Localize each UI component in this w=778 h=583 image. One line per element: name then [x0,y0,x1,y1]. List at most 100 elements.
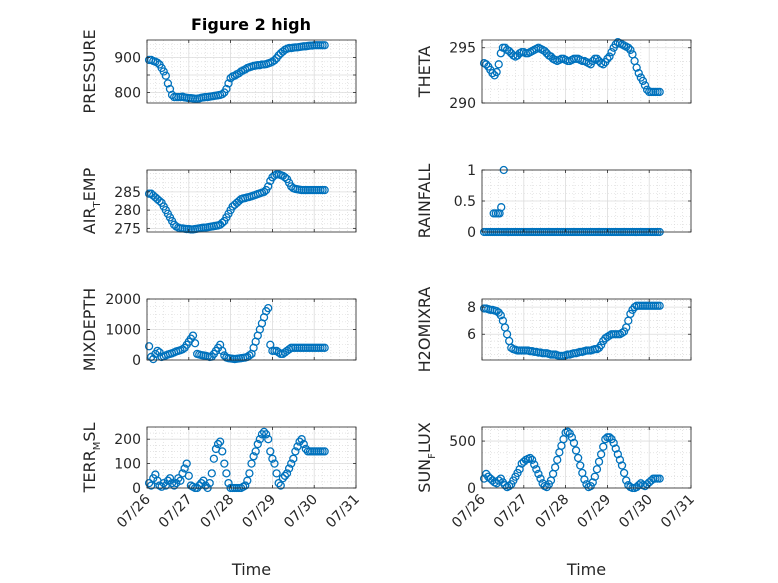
y-tick-label: 100 [114,457,141,473]
data-point [291,447,300,456]
data-point [165,474,175,483]
data-point [573,453,583,463]
data-point [257,430,267,439]
y-tick-label: 500 [449,434,476,450]
y-tick-label: 6 [467,327,476,343]
data-point [241,481,250,490]
data-point [617,461,627,470]
data-point [488,69,497,78]
series-mixdepth [144,303,329,364]
data-point [266,447,275,456]
data-point [640,81,650,90]
data-point [243,476,252,485]
data-point [251,447,260,456]
data-point [624,43,633,52]
data-point [207,469,216,478]
y-axis-label-tail: SL [80,423,99,442]
data-point [278,47,288,56]
data-point [163,79,173,88]
data-point [215,437,225,446]
data-point [153,346,162,356]
data-point [619,468,629,478]
x-axis-label: Time [566,560,606,579]
data-point [505,481,514,491]
data-point [613,450,622,459]
data-point [226,74,235,83]
y-axis-label: MIXDEPTH [80,288,99,371]
data-point [284,464,294,473]
y-axis-label-subscript: F [427,453,438,459]
data-point [551,463,560,472]
panel-h2omixra: 6 8 H2OMIXRA [415,287,692,372]
data-point [159,478,168,488]
data-point [218,90,227,99]
data-point [540,46,549,56]
figure-title: Figure 2 high [191,15,311,34]
data-point [259,427,269,437]
y-axis-label: RAINFALL [415,164,434,239]
data-point [209,454,219,463]
data-point [147,481,156,490]
data-point [632,63,641,72]
data-point [247,459,256,468]
data-point [230,71,239,80]
y-tick-label: 1 [467,163,476,179]
data-point [268,454,277,463]
data-point [264,303,273,313]
data-point [245,469,254,478]
data-point [596,340,606,350]
data-point [588,478,597,487]
data-point [295,437,304,446]
data-point [178,345,187,354]
data-point [222,84,231,94]
data-point [617,328,627,338]
y-axis-label-main: PRESSURE [80,29,99,113]
data-point [626,45,635,55]
axes-frame [146,426,357,489]
series-terr-msl [144,427,329,493]
data-point [170,481,179,490]
y-axis-label-subscript: T [92,200,103,208]
data-point [272,469,281,478]
data-point [611,444,620,453]
data-point [276,481,285,490]
data-point [605,433,614,442]
panel-pressure: 800 900 PRESSURE [80,29,357,114]
y-axis-label-main: THETA [415,46,434,98]
data-point [563,427,572,436]
axes-frame [481,39,692,104]
data-point [205,478,214,488]
data-point [261,430,271,439]
data-point [592,54,602,63]
data-point [264,182,273,191]
data-point [299,439,308,449]
data-point [218,346,227,356]
data-point [280,471,290,480]
data-point [571,446,581,455]
y-tick-label: 900 [114,51,141,67]
data-point [596,450,606,459]
y-axis-label: THETA [415,46,434,98]
data-point [201,481,210,490]
data-point [234,69,244,78]
y-axis-label: TERRMSL [80,423,103,494]
data-point [282,469,292,478]
data-point [259,187,269,197]
data-point [569,438,579,448]
y-tick-label: 290 [449,96,476,112]
data-point [224,79,233,88]
y-tick-label: 295 [449,41,476,57]
data-point [580,475,589,484]
y-tick-label: 2000 [105,292,141,308]
y-tick-label: 0.5 [454,194,476,210]
data-point [634,69,643,78]
data-point [176,476,185,485]
y-tick-label: 800 [114,86,141,102]
data-point [496,49,505,58]
data-point [567,433,577,442]
data-point [159,67,168,76]
y-axis-label-subscript: M [92,442,103,451]
data-point [609,438,618,448]
data-point [655,87,664,97]
